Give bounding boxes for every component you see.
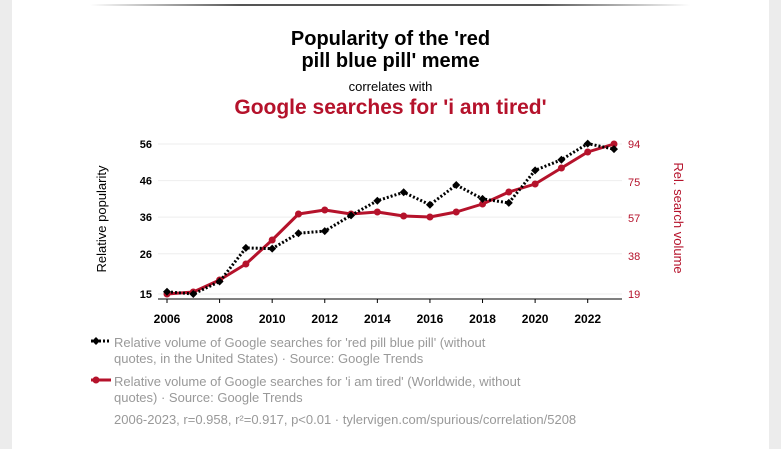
point-red-pill-blue-pill [478, 194, 487, 203]
point-red-pill-blue-pill [215, 277, 224, 286]
point-red-pill-blue-pill [268, 244, 277, 253]
point-i-am-tired [321, 206, 329, 214]
x-tick-label: 2018 [469, 312, 496, 326]
point-red-pill-blue-pill [557, 155, 566, 164]
point-red-pill-blue-pill [241, 243, 250, 252]
y-right-tick-label: 19 [628, 289, 640, 301]
y-left-tick-label: 15 [140, 289, 152, 301]
point-i-am-tired [426, 213, 434, 221]
y-left-tick-label: 36 [140, 212, 152, 224]
chart-panel [12, 0, 769, 449]
legend-series2-line-2: quotes) · Source: Google Trends [114, 390, 303, 405]
x-tick-label: 2022 [574, 312, 601, 326]
x-tick-label: 2012 [311, 312, 338, 326]
point-i-am-tired [505, 188, 513, 196]
x-tick-label: 2006 [154, 312, 181, 326]
y-left-tick-label: 26 [140, 249, 152, 261]
point-i-am-tired [373, 208, 381, 216]
y-right-tick-label: 57 [628, 213, 640, 225]
point-red-pill-blue-pill [373, 196, 382, 205]
legend-series2-line-1: Relative volume of Google searches for '… [114, 374, 521, 389]
point-i-am-tired [242, 260, 250, 268]
legend-swatch-dotted-diamond [91, 337, 111, 345]
chart-title-line-2: pill blue pill' meme [301, 50, 480, 72]
x-tick-label: 2008 [206, 312, 233, 326]
y-axis-label-left: Relative popularity [94, 165, 109, 272]
chart-title-line-1: Popularity of the 'red [290, 28, 491, 50]
point-red-pill-blue-pill [610, 145, 618, 154]
point-i-am-tired [531, 180, 539, 188]
legend-text-series2: Relative volume of Google searches for '… [114, 374, 554, 406]
y-right-tick-label: 94 [628, 139, 640, 151]
point-i-am-tired [584, 148, 592, 156]
point-red-pill-blue-pill [163, 287, 171, 296]
legend-series1-line-2: quotes, in the United States) · Source: … [114, 351, 424, 366]
point-i-am-tired [610, 140, 618, 148]
chart-title: Popularity of the 'red pill blue pill' m… [0, 28, 781, 72]
point-red-pill-blue-pill [583, 139, 592, 148]
point-red-pill-blue-pill [320, 227, 329, 236]
point-red-pill-blue-pill [531, 166, 540, 175]
point-red-pill-blue-pill [347, 211, 356, 220]
point-red-pill-blue-pill [504, 198, 513, 207]
correlates-text: correlates with [348, 79, 433, 94]
point-red-pill-blue-pill [294, 229, 303, 238]
gridlines [158, 143, 622, 295]
legend-swatch-solid-circle [91, 376, 111, 384]
top-divider [90, 4, 690, 6]
legend-series1-line-1: Relative volume of Google searches for '… [114, 335, 486, 350]
point-i-am-tired [294, 210, 302, 218]
series-line-i-am-tired [166, 142, 615, 296]
series-layer [163, 139, 618, 298]
y-right-tick-label: 38 [628, 251, 640, 263]
point-i-am-tired [268, 236, 276, 244]
y-right-tick-label: 75 [628, 177, 640, 189]
axes: 15 26 36 46 56 19 38 57 75 94 2006 2008 2010 2012 2014… [140, 139, 641, 326]
legend-text-series1: Relative volume of Google searches for '… [114, 335, 554, 367]
point-red-pill-blue-pill [189, 290, 198, 298]
point-i-am-tired [452, 208, 460, 216]
point-red-pill-blue-pill [452, 180, 461, 189]
point-red-pill-blue-pill [399, 188, 408, 197]
x-tick-label: 2010 [259, 312, 286, 326]
y-axis-label-right: Rel. search volume [671, 162, 686, 273]
x-tick-label: 2014 [364, 312, 391, 326]
y-left-tick-label: 46 [140, 176, 152, 188]
point-red-pill-blue-pill [425, 200, 434, 209]
x-tick-label: 2016 [417, 312, 444, 326]
point-i-am-tired [400, 212, 408, 220]
chart-subtitle: Google searches for 'i am tired' [234, 96, 547, 119]
stats-caption: 2006-2023, r=0.958, r²=0.917, p<0.01 · t… [114, 412, 577, 427]
point-i-am-tired [479, 200, 487, 208]
y-left-tick-label: 56 [140, 139, 152, 151]
point-i-am-tired [557, 164, 565, 172]
x-tick-label: 2020 [522, 312, 549, 326]
